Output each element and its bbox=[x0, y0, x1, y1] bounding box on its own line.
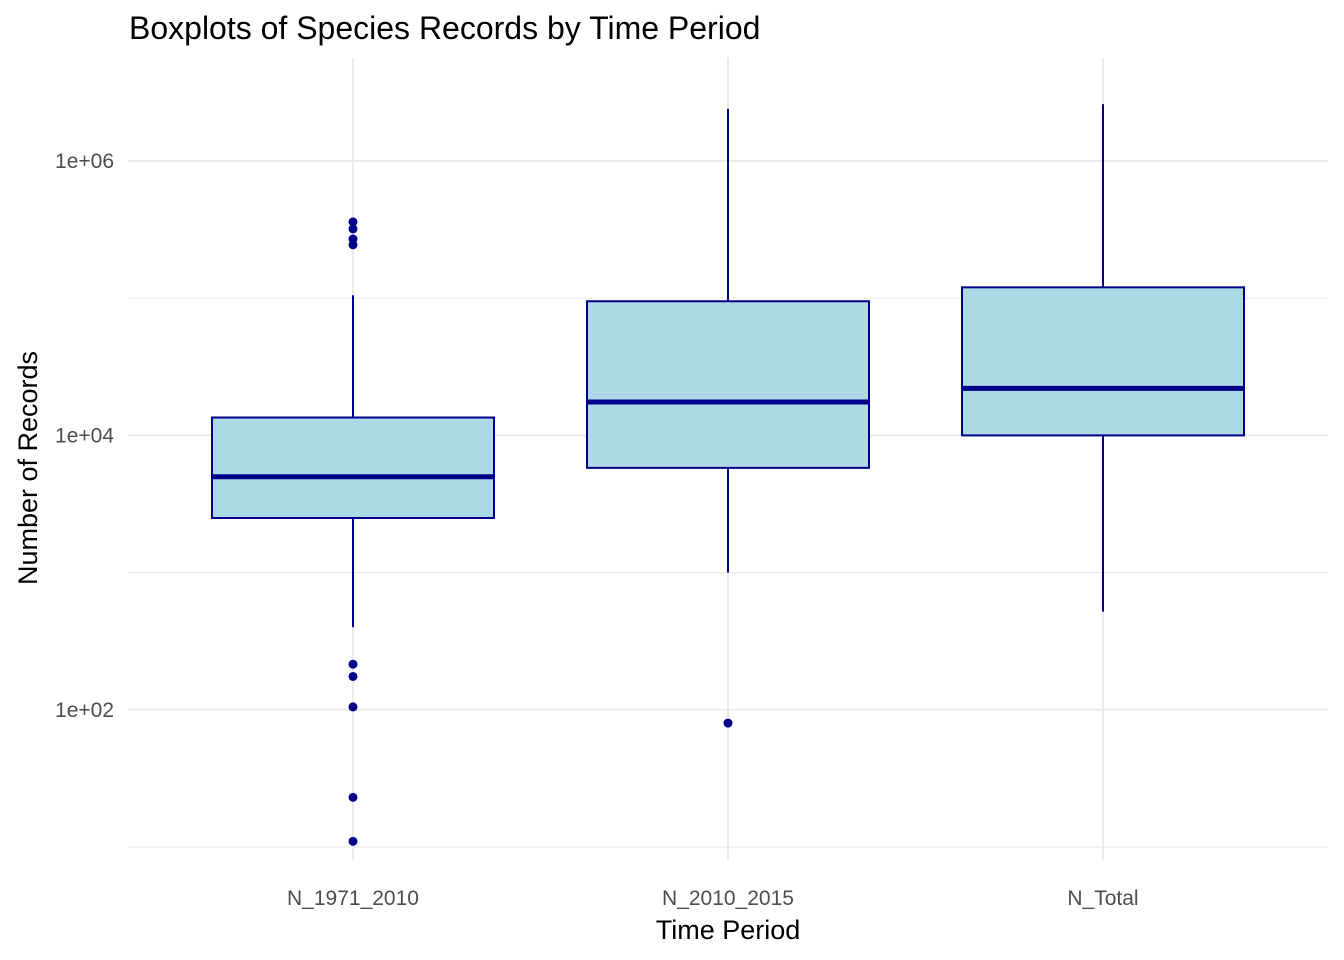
x-tick-label: N_2010_2015 bbox=[662, 887, 794, 910]
outlier-point bbox=[348, 671, 358, 681]
outlier-point bbox=[348, 702, 358, 712]
outlier-point bbox=[348, 792, 358, 802]
outlier-point bbox=[348, 836, 358, 846]
iqr-box bbox=[586, 300, 870, 469]
x-axis-tick-labels: N_1971_2010 N_2010_2015 N_Total bbox=[287, 887, 1139, 910]
iqr-box bbox=[211, 416, 495, 520]
y-axis-tick-labels: 1e+02 1e+04 1e+06 bbox=[55, 150, 114, 722]
boxes bbox=[211, 104, 1245, 846]
outlier-point bbox=[723, 718, 733, 728]
iqr-box bbox=[961, 286, 1245, 437]
x-tick-label: N_Total bbox=[1067, 887, 1138, 910]
x-axis-title: Time Period bbox=[656, 915, 801, 945]
y-axis-title: Number of Records bbox=[13, 351, 43, 585]
box-group-N_1971_2010 bbox=[211, 217, 495, 846]
y-tick-label: 1e+04 bbox=[55, 424, 114, 447]
y-tick-label: 1e+06 bbox=[55, 150, 114, 173]
outlier-point bbox=[348, 224, 358, 234]
box-group-N_Total bbox=[961, 104, 1245, 612]
box-group-N_2010_2015 bbox=[586, 108, 870, 728]
outlier-point bbox=[348, 217, 358, 227]
y-tick-label: 1e+02 bbox=[55, 699, 114, 722]
x-tick-label: N_1971_2010 bbox=[287, 887, 419, 910]
outlier-point bbox=[348, 234, 358, 244]
chart-title: Boxplots of Species Records by Time Peri… bbox=[129, 10, 761, 46]
outlier-point bbox=[348, 659, 358, 669]
